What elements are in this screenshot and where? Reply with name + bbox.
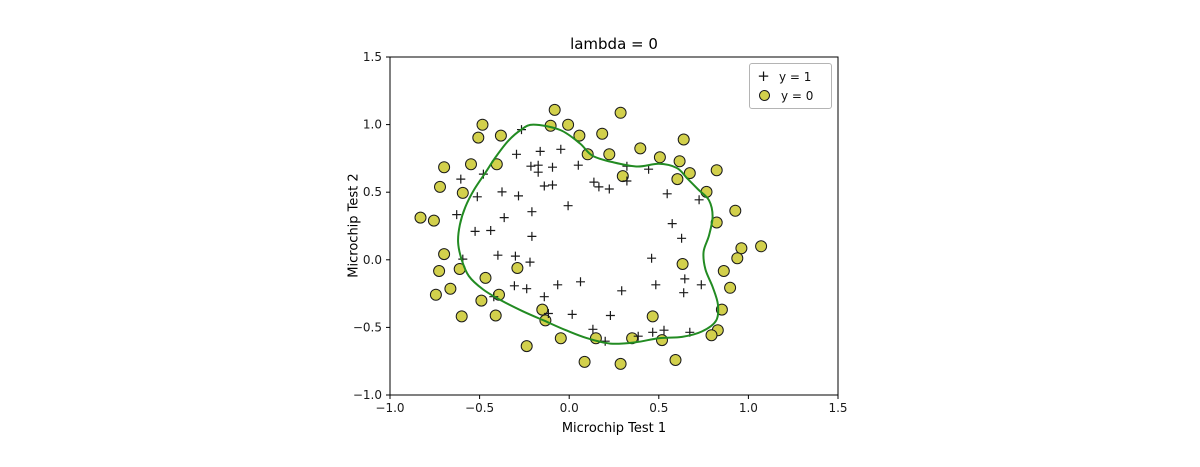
chart-title: lambda = 0 — [570, 35, 658, 53]
series-y1 — [452, 125, 706, 346]
svg-text:1.0: 1.0 — [363, 118, 382, 132]
svg-text:−1.0: −1.0 — [353, 388, 382, 402]
decision-boundary — [457, 123, 720, 345]
svg-text:0.5: 0.5 — [363, 185, 382, 199]
series-y0 — [414, 103, 768, 370]
x-axis-label: Microchip Test 1 — [561, 421, 667, 436]
svg-text:0.0: 0.0 — [560, 401, 579, 415]
plus-marker-icon: + — [757, 67, 770, 85]
legend-entry-y0: y = 0 — [750, 86, 831, 105]
legend-entry-y1: + y = 1 — [750, 67, 831, 86]
y-ticks: −1.0 −0.5 0.0 0.5 1.0 1.5 — [353, 50, 390, 402]
svg-text:−1.0: −1.0 — [375, 401, 404, 415]
circle-marker-icon — [759, 90, 770, 101]
svg-text:0.0: 0.0 — [363, 253, 382, 267]
legend-label-y1: y = 1 — [779, 69, 812, 84]
svg-text:0.5: 0.5 — [649, 401, 668, 415]
svg-text:−0.5: −0.5 — [353, 320, 382, 334]
svg-text:1.0: 1.0 — [739, 401, 758, 415]
svg-text:1.5: 1.5 — [828, 401, 847, 415]
legend: + y = 1 y = 0 — [749, 63, 832, 109]
svg-text:1.5: 1.5 — [363, 50, 382, 64]
svg-text:−0.5: −0.5 — [465, 401, 494, 415]
axes-frame — [389, 56, 839, 396]
legend-label-y0: y = 0 — [781, 88, 814, 103]
x-ticks: −1.0 −0.5 0.0 0.5 1.0 1.5 — [375, 395, 848, 415]
